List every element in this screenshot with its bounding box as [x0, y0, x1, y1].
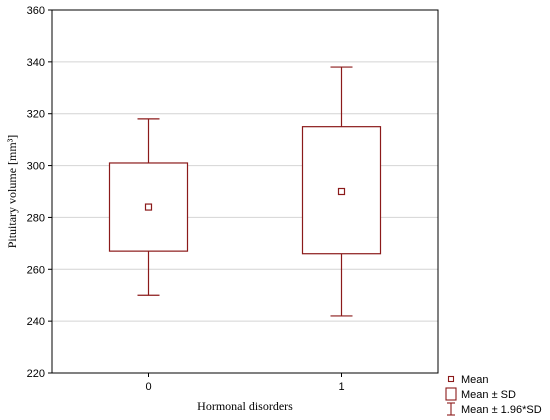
legend-label: Mean: [461, 374, 489, 386]
y-tick-label: 340: [27, 57, 45, 69]
legend-item-mean-point: Mean: [447, 374, 489, 386]
plot-frame: [51, 9, 439, 374]
y-tick-label: 280: [27, 212, 45, 224]
legend-label: Mean ± SD: [461, 389, 516, 401]
legend-item-sd-box: Mean ± SD: [445, 387, 516, 401]
box-group-1: [301, 66, 382, 317]
mean-point: [144, 203, 153, 211]
legend: Mean Mean ± SD Mean ± 1.96*SD: [445, 374, 542, 416]
y-tick-label: 240: [27, 316, 45, 328]
box-group-0: [108, 118, 189, 296]
x-tick-label: 1: [338, 381, 344, 393]
y-tick-label: 320: [27, 109, 45, 121]
y-tick-label: 260: [27, 264, 45, 276]
mean-point: [337, 187, 346, 196]
y-axis-label: Pituitary volume [mm³]: [5, 135, 19, 249]
legend-label: Mean ± 1.96*SD: [461, 404, 542, 416]
legend-box-symbol: [445, 387, 457, 401]
box-series: [108, 66, 382, 317]
y-tick-label: 300: [27, 161, 45, 173]
legend-item-whisker: Mean ± 1.96*SD: [447, 402, 542, 416]
y-axis-ticks: 220 240 260 280 300 320 340 360: [27, 5, 52, 380]
x-tick-label: 0: [145, 381, 151, 393]
x-axis-label: Hormonal disorders: [197, 399, 293, 413]
y-tick-label: 220: [27, 368, 45, 380]
legend-mean-symbol: [447, 375, 455, 383]
y-tick-label: 360: [27, 5, 45, 17]
